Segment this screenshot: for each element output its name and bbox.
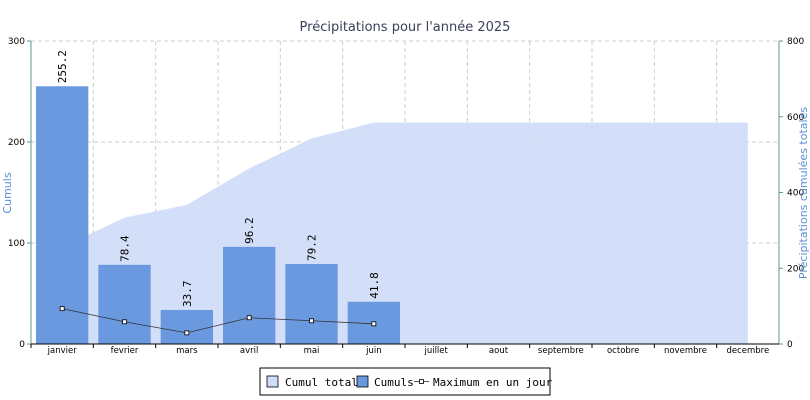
bar-value-label: 255.2 xyxy=(56,50,69,83)
bar-mars xyxy=(160,309,214,344)
legend-label-max: Maximum en un jour xyxy=(433,376,553,389)
bars-group: 255.2 78.4 33.7 96.2 79.2 41.8 xyxy=(35,50,401,345)
bar-janvier xyxy=(35,86,89,345)
line-marker xyxy=(59,306,65,312)
y-tick-label: 0 xyxy=(19,340,25,350)
x-tick-label: mai xyxy=(304,346,320,356)
legend: Cumul total Cumuls Maximum en un jour xyxy=(259,367,553,396)
y-tick-label: 100 xyxy=(8,239,25,249)
legend-swatch-cumul-total xyxy=(266,375,279,388)
line-max-per-day xyxy=(62,308,374,334)
y-tick-label: 300 xyxy=(8,37,25,47)
bar-value-label: 41.8 xyxy=(368,272,381,299)
line-marker xyxy=(371,321,377,327)
y2-tick-label: 0 xyxy=(787,340,793,350)
x-tick-label: octobre xyxy=(607,346,639,356)
legend-swatch-max-marker xyxy=(419,379,424,384)
y-axis-label: Cumuls xyxy=(1,172,14,213)
bar-value-label: 79.2 xyxy=(306,235,319,262)
bar-avril xyxy=(222,246,276,344)
legend-label-cumuls: Cumuls xyxy=(374,376,414,389)
legend-box xyxy=(259,367,551,396)
legend-swatch-cumuls xyxy=(356,375,369,388)
y2-axis-label: Précipitations cumulées totales xyxy=(797,107,810,279)
x-tick-label: decembre xyxy=(726,346,769,356)
y2-tick-label: 800 xyxy=(787,37,804,47)
x-tick-label: mars xyxy=(176,346,198,356)
bar-value-label: 78.4 xyxy=(119,235,132,262)
x-tick-label: juin xyxy=(365,346,382,356)
x-tick-label: avril xyxy=(240,346,258,356)
y2-tick-label: 600 xyxy=(787,113,804,123)
x-tick-label: aout xyxy=(489,346,509,356)
x-tick-label: septembre xyxy=(538,346,584,356)
legend-label-cumul-total: Cumul total xyxy=(285,376,358,389)
line-marker xyxy=(246,315,252,321)
x-tick-label: janvier xyxy=(47,346,78,356)
line-marker xyxy=(184,330,190,336)
bar-value-label: 33.7 xyxy=(181,280,194,307)
line-marker xyxy=(309,318,314,324)
y2-tick-label: 400 xyxy=(787,189,804,199)
chart-title: Précipitations pour l'année 2025 xyxy=(300,20,511,35)
axes-group: 0 100 200 300 0 200 400 600 800 janvier fevrier mar… xyxy=(8,37,805,356)
bar-mai xyxy=(285,264,338,344)
bar-value-label: 96.2 xyxy=(243,217,256,244)
line-marker xyxy=(122,319,127,325)
y2-tick-label: 200 xyxy=(787,264,804,274)
y-tick-label: 200 xyxy=(8,138,25,148)
max-line-group xyxy=(59,306,377,336)
x-tick-label: juillet xyxy=(423,346,448,356)
bar-fevrier xyxy=(98,264,151,344)
x-tick-label: novembre xyxy=(664,346,707,356)
x-tick-label: fevrier xyxy=(111,346,139,356)
